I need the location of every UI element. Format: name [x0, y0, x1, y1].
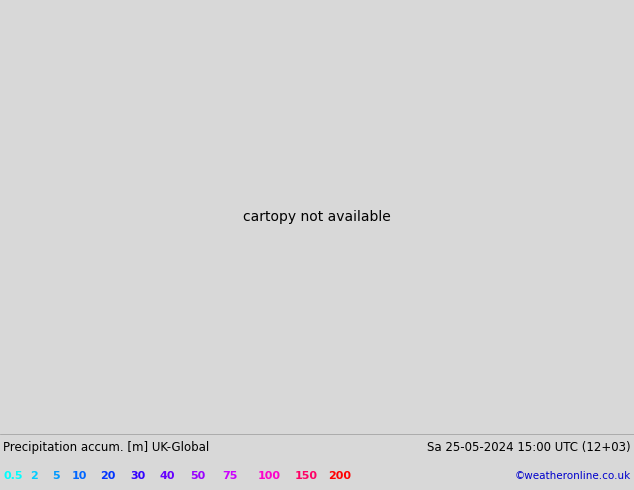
Text: 30: 30 — [130, 471, 145, 481]
Text: 5: 5 — [52, 471, 60, 481]
Text: 100: 100 — [258, 471, 281, 481]
Text: 0.5: 0.5 — [3, 471, 22, 481]
Text: 40: 40 — [160, 471, 176, 481]
Text: cartopy not available: cartopy not available — [243, 210, 391, 224]
Text: 20: 20 — [100, 471, 115, 481]
Text: 75: 75 — [222, 471, 237, 481]
Text: ©weatheronline.co.uk: ©weatheronline.co.uk — [515, 471, 631, 481]
Text: Precipitation accum. [m] UK-Global: Precipitation accum. [m] UK-Global — [3, 441, 209, 454]
Text: 200: 200 — [328, 471, 351, 481]
Text: 10: 10 — [72, 471, 87, 481]
Text: 50: 50 — [190, 471, 205, 481]
Text: Sa 25-05-2024 15:00 UTC (12+03): Sa 25-05-2024 15:00 UTC (12+03) — [427, 441, 631, 454]
Text: 2: 2 — [30, 471, 38, 481]
Text: 150: 150 — [295, 471, 318, 481]
